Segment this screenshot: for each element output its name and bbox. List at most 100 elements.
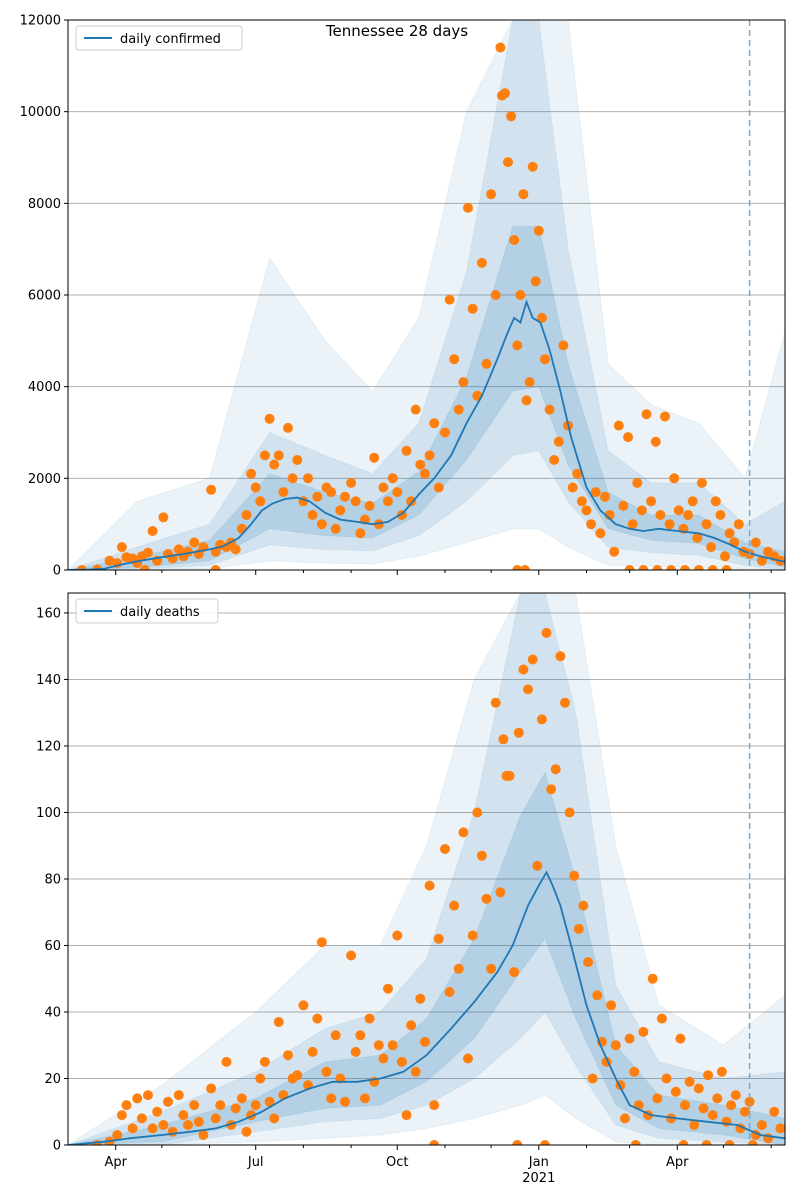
deaths-observed-point — [775, 1123, 785, 1134]
deaths-observed-point — [698, 1103, 709, 1114]
deaths-observed-point — [292, 1070, 303, 1081]
confirmed-ytick-label: 6000 — [28, 289, 61, 304]
confirmed-observed-point — [116, 542, 127, 553]
deaths-observed-point — [481, 893, 492, 904]
confirmed-observed-point — [576, 496, 587, 507]
deaths-observed-point — [215, 1100, 226, 1111]
deaths-observed-point — [527, 654, 538, 665]
deaths-observed-point — [583, 957, 594, 968]
deaths-observed-point — [449, 900, 460, 911]
deaths-observed-point — [513, 727, 524, 738]
confirmed-observed-point — [424, 450, 435, 461]
deaths-observed-point — [250, 1100, 261, 1111]
deaths-observed-point — [630, 1140, 641, 1145]
deaths-observed-point — [652, 1093, 663, 1104]
confirmed-observed-point — [536, 312, 547, 323]
deaths-observed-point — [678, 1140, 689, 1145]
deaths-observed-point — [569, 870, 580, 881]
confirmed-observed-point — [503, 157, 513, 168]
confirmed-ytick-label: 12000 — [20, 14, 61, 29]
deaths-observed-point — [440, 844, 450, 854]
deaths-plot-area — [68, 593, 785, 1145]
confirmed-observed-point — [664, 519, 675, 530]
confirmed-observed-point — [609, 546, 620, 557]
confirmed-observed-point — [139, 565, 150, 570]
confirmed-observed-point — [750, 537, 761, 548]
confirmed-observed-point — [715, 510, 726, 520]
confirmed-panel: 0 2000 4000 6000 8000 10000 12000 daily confirm… — [20, 14, 786, 579]
deaths-observed-point — [420, 1036, 430, 1047]
deaths-observed-point — [629, 1066, 640, 1077]
deaths-observed-point — [540, 1140, 550, 1145]
deaths-observed-point — [541, 627, 552, 638]
confirmed-ytick-label: 2000 — [28, 472, 61, 487]
confirmed-observed-point — [259, 450, 270, 461]
confirmed-observed-point — [650, 436, 661, 447]
confirmed-observed-point — [283, 422, 293, 433]
deaths-observed-point — [756, 1120, 767, 1130]
deaths-observed-point — [143, 1090, 153, 1101]
confirmed-observed-point — [524, 377, 535, 388]
deaths-observed-point — [498, 734, 509, 745]
deaths-observed-point — [707, 1110, 718, 1121]
confirmed-band-80pct — [68, 20, 785, 570]
deaths-observed-point — [326, 1093, 337, 1104]
deaths-observed-point — [656, 1013, 667, 1024]
deaths-observed-point — [587, 1073, 598, 1084]
deaths-legend-label: daily deaths — [120, 605, 200, 620]
confirmed-observed-point — [369, 452, 380, 463]
confirmed-observed-point — [104, 555, 115, 566]
deaths-observed-point — [429, 1100, 440, 1111]
deaths-observed-point — [458, 827, 469, 838]
confirmed-observed-point — [518, 189, 529, 200]
confirmed-observed-point — [693, 565, 704, 570]
deaths-observed-point — [312, 1013, 323, 1024]
confirmed-observed-point — [312, 491, 323, 502]
confirmed-observed-point — [463, 202, 473, 213]
deaths-observed-point — [236, 1093, 247, 1104]
deaths-observed-point — [536, 714, 547, 725]
deaths-observed-point — [546, 784, 557, 795]
confirmed-observed-point — [590, 487, 601, 498]
deaths-observed-point — [255, 1073, 266, 1084]
confirmed-observed-point — [692, 532, 703, 543]
confirmed-observed-point — [230, 544, 241, 555]
confirmed-observed-point — [273, 450, 284, 461]
xtick-label: Apr — [104, 1155, 127, 1170]
confirmed-observed-point — [444, 294, 455, 305]
deaths-observed-point — [127, 1123, 138, 1134]
deaths-ytick-label: 140 — [36, 673, 61, 688]
confirmed-observed-point — [512, 565, 523, 570]
deaths-observed-point — [167, 1126, 178, 1137]
deaths-observed-point — [147, 1123, 158, 1134]
deaths-observed-point — [330, 1030, 341, 1041]
confirmed-observed-point — [449, 354, 460, 365]
deaths-observed-point — [198, 1130, 209, 1140]
deaths-observed-point — [610, 1040, 621, 1051]
deaths-observed-point — [316, 937, 327, 948]
deaths-observed-point — [163, 1096, 173, 1107]
confirmed-observed-point — [458, 377, 469, 388]
deaths-observed-point — [221, 1056, 232, 1067]
confirmed-observed-point — [696, 477, 707, 488]
xtick-label: Apr — [666, 1155, 689, 1170]
confirmed-observed-point — [346, 477, 357, 488]
deaths-observed-point — [675, 1033, 686, 1044]
confirmed-observed-point — [521, 395, 532, 406]
deaths-observed-point — [684, 1076, 695, 1087]
deaths-observed-point — [532, 860, 543, 871]
deaths-observed-point — [726, 1100, 737, 1111]
deaths-observed-point — [463, 1053, 473, 1064]
deaths-observed-point — [467, 930, 478, 941]
confirmed-observed-point — [533, 225, 544, 236]
deaths-observed-point — [647, 973, 658, 984]
confirmed-observed-point — [506, 111, 517, 122]
deaths-ytick-label: 80 — [44, 872, 61, 887]
confirmed-band-50pct — [68, 225, 785, 570]
deaths-observed-point — [340, 1096, 350, 1107]
deaths-observed-point — [564, 807, 575, 818]
deaths-observed-point — [373, 1040, 384, 1051]
confirmed-observed-point — [669, 473, 680, 484]
deaths-model-line — [68, 870, 785, 1145]
confirmed-observed-point — [292, 455, 303, 465]
